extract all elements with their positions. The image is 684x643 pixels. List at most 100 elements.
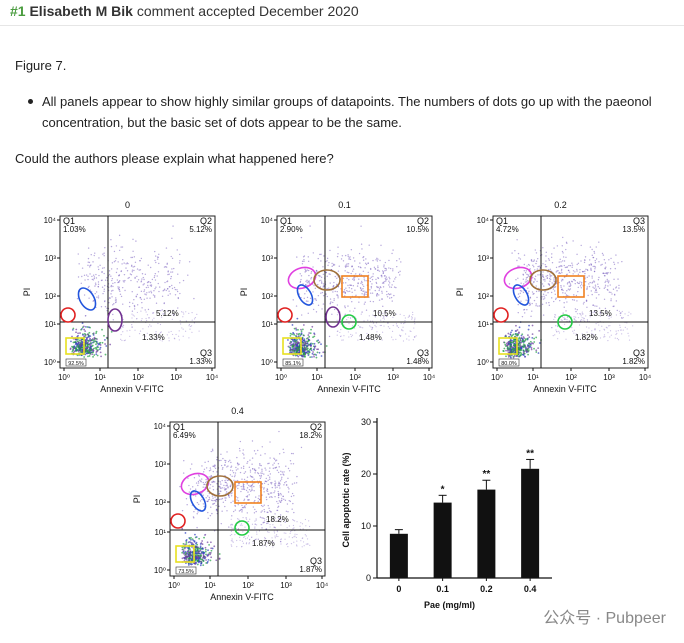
data-dot bbox=[202, 555, 205, 558]
data-dot bbox=[620, 329, 622, 331]
data-dot bbox=[582, 313, 584, 315]
data-dot bbox=[224, 479, 226, 482]
data-dot bbox=[234, 472, 237, 474]
data-dot bbox=[95, 340, 98, 343]
data-dot bbox=[594, 310, 596, 312]
data-dot bbox=[576, 270, 578, 272]
data-dot bbox=[526, 273, 528, 276]
data-dot bbox=[561, 278, 563, 281]
data-dot bbox=[198, 560, 201, 563]
data-dot bbox=[171, 333, 174, 336]
data-dot bbox=[205, 559, 207, 561]
data-dot bbox=[76, 344, 79, 347]
data-dot bbox=[306, 352, 309, 355]
data-dot bbox=[610, 299, 612, 302]
data-dot bbox=[204, 548, 207, 551]
data-dot bbox=[89, 341, 92, 344]
data-dot bbox=[607, 285, 609, 287]
data-dot bbox=[525, 270, 527, 272]
data-dot bbox=[77, 253, 79, 255]
data-dot bbox=[296, 475, 298, 478]
data-dot bbox=[322, 273, 325, 275]
data-dot bbox=[278, 519, 280, 521]
data-dot bbox=[140, 298, 143, 300]
data-dot bbox=[609, 330, 612, 332]
data-dot bbox=[551, 262, 554, 264]
data-dot bbox=[555, 329, 557, 331]
data-dot bbox=[161, 309, 163, 311]
data-dot bbox=[162, 313, 164, 315]
data-dot bbox=[296, 346, 299, 349]
data-dot bbox=[188, 261, 191, 263]
x-tick-label: 10¹ bbox=[527, 373, 539, 382]
data-dot bbox=[561, 245, 563, 247]
data-dot bbox=[131, 324, 133, 326]
data-dot bbox=[255, 519, 257, 521]
data-dot bbox=[150, 325, 152, 327]
figure-image: 0 Q1 1.03% Q2 5.12% 5.12% 1.33% Q3 1.33% 92.5% 10⁰… bbox=[0, 196, 684, 638]
data-dot bbox=[104, 284, 106, 287]
data-dot bbox=[333, 299, 335, 302]
data-dot bbox=[235, 466, 237, 469]
data-dot bbox=[251, 523, 254, 525]
data-dot bbox=[350, 288, 353, 290]
comment-author[interactable]: Elisabeth M Bik bbox=[29, 3, 133, 19]
data-dot bbox=[372, 300, 375, 303]
data-dot bbox=[111, 262, 114, 264]
data-dot bbox=[395, 313, 398, 315]
x-tick-label: 10⁴ bbox=[423, 373, 436, 382]
data-dot bbox=[370, 285, 373, 288]
data-dot bbox=[160, 331, 162, 333]
data-dot bbox=[116, 268, 118, 270]
data-dot bbox=[290, 531, 292, 533]
data-dot bbox=[110, 239, 112, 241]
data-dot bbox=[329, 303, 331, 305]
data-dot bbox=[218, 553, 221, 555]
data-dot bbox=[153, 289, 155, 292]
data-dot bbox=[251, 463, 253, 465]
data-dot bbox=[352, 268, 355, 270]
data-dot bbox=[294, 354, 297, 357]
x-tick-label: 10⁰ bbox=[58, 373, 70, 382]
data-dot bbox=[185, 498, 188, 500]
data-dot bbox=[120, 246, 122, 248]
data-dot bbox=[408, 314, 410, 316]
data-dot bbox=[139, 269, 142, 271]
data-dot bbox=[198, 475, 201, 477]
data-dot bbox=[97, 343, 100, 346]
data-dot bbox=[239, 450, 241, 452]
data-dot bbox=[296, 545, 298, 547]
data-dot bbox=[147, 286, 149, 289]
comment-number[interactable]: #1 bbox=[10, 3, 26, 19]
q2-value: 10.5% bbox=[406, 225, 429, 234]
data-dot bbox=[316, 340, 318, 342]
data-dot bbox=[238, 484, 240, 486]
data-dot bbox=[336, 330, 338, 332]
data-dot bbox=[276, 500, 278, 503]
data-dot bbox=[189, 550, 192, 553]
data-dot bbox=[595, 297, 598, 299]
gate-annotations bbox=[493, 266, 585, 355]
data-dot bbox=[360, 280, 363, 283]
data-dot bbox=[117, 286, 119, 288]
data-dot bbox=[248, 499, 250, 501]
data-dot bbox=[229, 459, 231, 462]
data-dot bbox=[567, 288, 570, 290]
significance-mark: ** bbox=[526, 448, 534, 459]
data-dot bbox=[616, 337, 618, 340]
data-dot bbox=[358, 301, 360, 303]
data-dot bbox=[559, 272, 562, 275]
data-dot bbox=[198, 554, 200, 557]
data-dot bbox=[141, 278, 143, 280]
data-dot bbox=[552, 335, 554, 337]
data-dot bbox=[292, 347, 295, 350]
data-dot bbox=[254, 472, 256, 474]
data-dot bbox=[170, 271, 172, 273]
data-dot bbox=[569, 264, 572, 267]
data-dot bbox=[384, 280, 386, 283]
data-dot bbox=[81, 275, 83, 278]
data-dot bbox=[285, 480, 287, 483]
data-dot bbox=[159, 333, 161, 335]
data-dot bbox=[211, 448, 214, 450]
data-dot bbox=[351, 301, 353, 303]
